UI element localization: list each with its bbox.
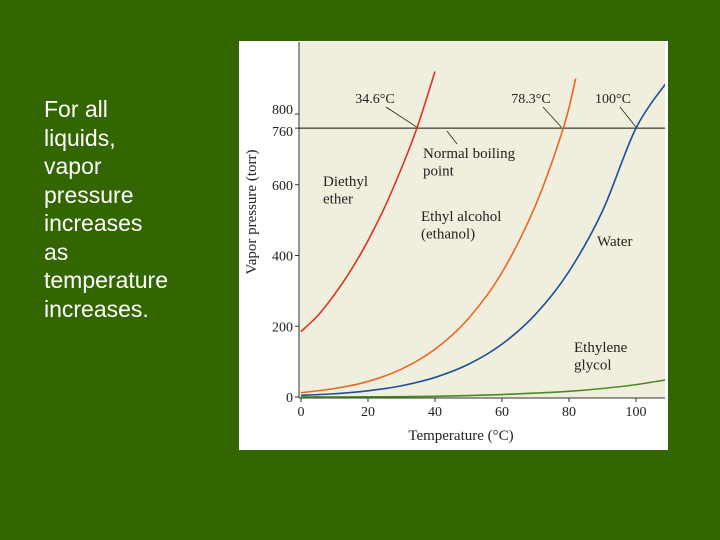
plot-background xyxy=(299,42,665,398)
ethyl-alcohol-curve xyxy=(300,78,577,394)
x-tick-label: 100 xyxy=(626,405,647,420)
bp-diethyl-ether-label: 34.6°C xyxy=(355,92,394,107)
vapor-pressure-chart: 0 20 40 60 80 100 0 200 400 600 760 800 Temperature … xyxy=(239,41,668,450)
x-tick-label: 80 xyxy=(562,405,576,420)
x-tick-label: 40 xyxy=(428,405,442,420)
annotation-leader xyxy=(446,130,458,145)
chart-svg: 0 20 40 60 80 100 0 200 400 600 760 800 Temperature … xyxy=(244,42,665,444)
y-axis-title: Vapor pressure (torr) xyxy=(244,150,260,275)
bp-water-leader xyxy=(619,106,637,128)
ethyl-alcohol-label: Ethyl alcohol (ethanol) xyxy=(421,209,501,242)
diethyl-ether-label: Diethyl ether xyxy=(323,174,368,207)
y-tick-label: 800 xyxy=(272,103,293,118)
ethylene-glycol-curve xyxy=(300,379,665,398)
bp-ethanol-label: 78.3°C xyxy=(511,92,550,107)
y-tick-label: 200 xyxy=(272,320,293,335)
x-tick-label: 0 xyxy=(298,405,305,420)
x-axis-title: Temperature (°C) xyxy=(408,428,513,444)
y-tick-label: 760 xyxy=(272,125,293,140)
bp-water-label: 100°C xyxy=(595,92,631,107)
slide-bullet-text: For all liquids, vapor pressure increase… xyxy=(44,96,169,322)
ethylene-glycol-label: Ethylene glycol xyxy=(574,340,628,373)
diethyl-ether-curve xyxy=(300,71,436,333)
x-tick-label: 20 xyxy=(361,405,375,420)
y-tick-label: 0 xyxy=(286,391,293,406)
bp-ethanol-leader xyxy=(542,106,562,128)
y-tick-label: 600 xyxy=(272,179,293,194)
water-label: Water xyxy=(597,234,632,250)
x-tick-label: 60 xyxy=(495,405,509,420)
normal-boiling-point-annotation: Normal boiling point xyxy=(423,146,516,179)
water-curve xyxy=(300,83,665,397)
bp-diethyl-ether-leader xyxy=(385,106,418,128)
y-tick-label: 400 xyxy=(272,250,293,265)
